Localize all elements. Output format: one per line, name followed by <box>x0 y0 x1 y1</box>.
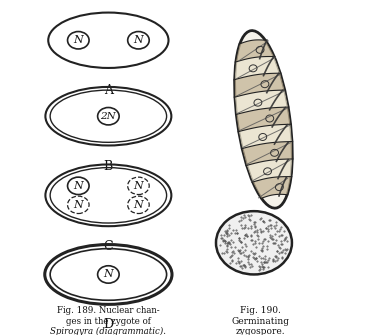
Polygon shape <box>236 107 291 132</box>
Text: D: D <box>104 318 114 331</box>
Text: C: C <box>104 241 113 254</box>
Text: B: B <box>104 160 113 173</box>
Text: zygospore.: zygospore. <box>236 327 285 335</box>
Text: N: N <box>134 181 143 191</box>
Text: N: N <box>74 181 83 191</box>
Text: Fig. 189. Nuclear chan-: Fig. 189. Nuclear chan- <box>57 306 160 315</box>
Polygon shape <box>235 57 280 80</box>
Text: N: N <box>134 200 143 210</box>
Text: N: N <box>74 35 83 45</box>
Text: A: A <box>104 84 113 97</box>
Polygon shape <box>239 124 292 149</box>
Text: Germinating: Germinating <box>231 317 289 326</box>
Text: 2N: 2N <box>100 112 116 121</box>
Text: Spirogyra (diagrammatic).: Spirogyra (diagrammatic). <box>50 327 166 335</box>
Polygon shape <box>235 73 285 97</box>
Text: N: N <box>74 200 83 210</box>
Polygon shape <box>247 159 292 182</box>
Text: N: N <box>104 269 113 279</box>
Polygon shape <box>235 90 288 115</box>
Text: N: N <box>134 35 143 45</box>
Polygon shape <box>253 177 291 198</box>
Ellipse shape <box>216 211 292 274</box>
Polygon shape <box>242 142 292 165</box>
Text: ges in the zygote of: ges in the zygote of <box>66 317 151 326</box>
Polygon shape <box>236 40 274 62</box>
Ellipse shape <box>235 30 292 208</box>
Text: Fig. 190.: Fig. 190. <box>240 306 281 315</box>
